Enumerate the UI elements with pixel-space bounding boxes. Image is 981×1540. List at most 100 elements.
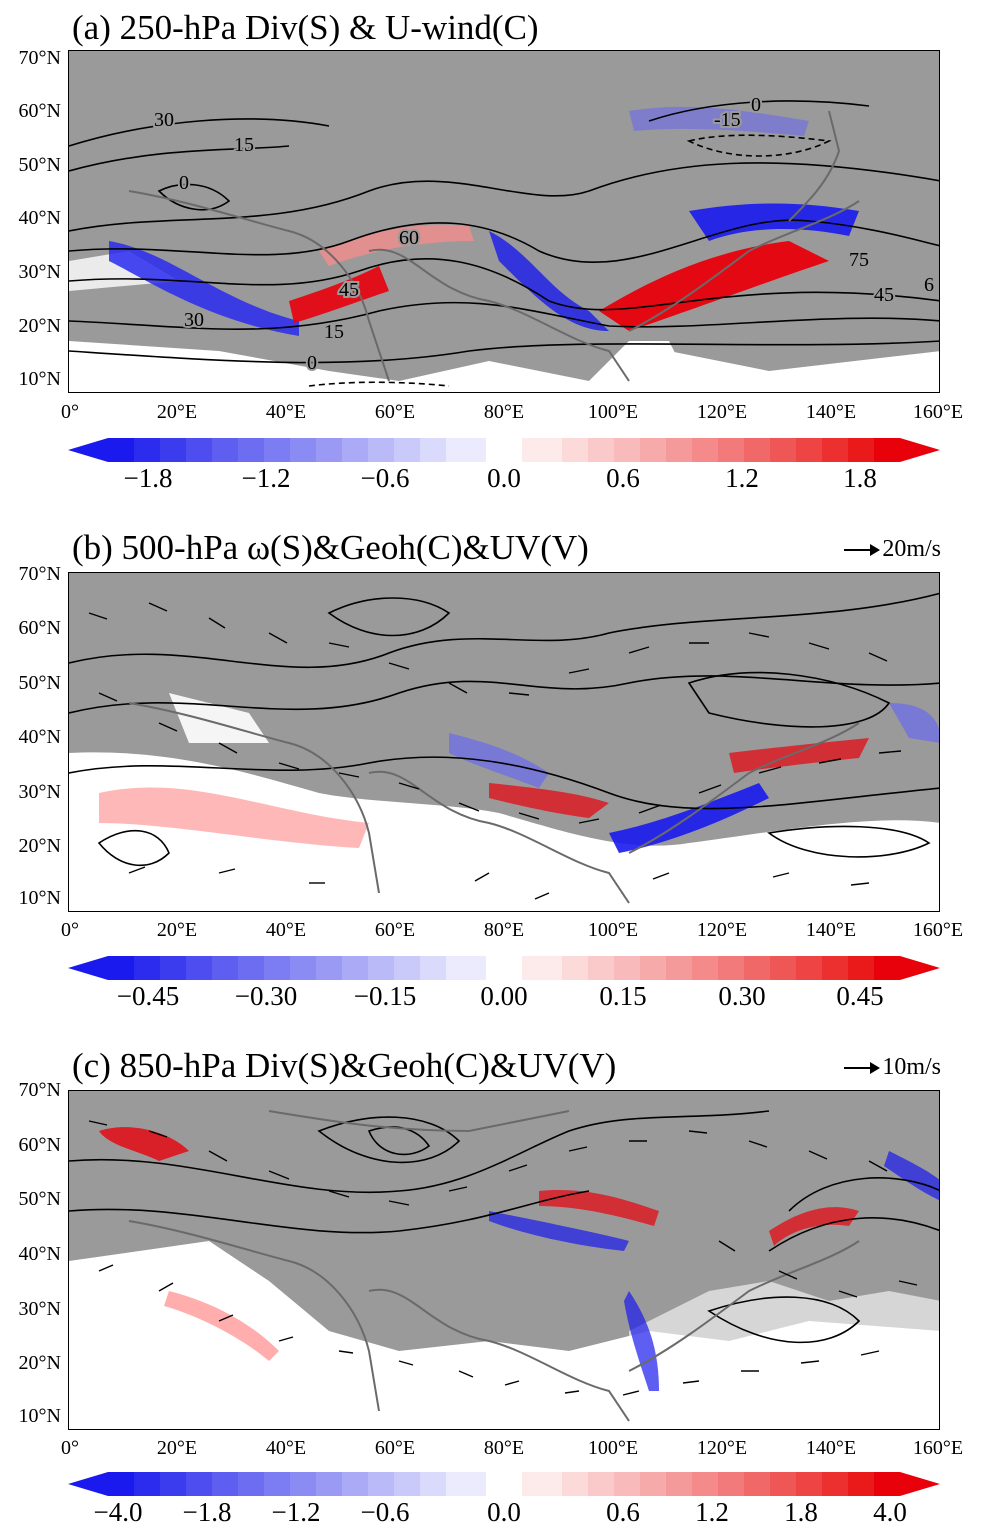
contour-label: 60	[399, 227, 419, 249]
panel-a: (a) 250-hPa Div(S) & U-wind(C)	[0, 0, 981, 500]
lat-label: 70°N	[18, 1079, 61, 1101]
colorbar-tick: 4.0	[873, 1497, 907, 1527]
lat-label: 10°N	[18, 368, 61, 390]
colorbar-tick: −0.30	[234, 981, 298, 1011]
lat-label: 30°N	[18, 1298, 61, 1320]
lon-label: 100°E	[587, 401, 639, 423]
colorbar-tick: 0.0	[487, 1497, 521, 1527]
lat-label: 60°N	[18, 617, 61, 639]
lon-label: 20°E	[156, 919, 198, 941]
lon-label: 40°E	[265, 919, 307, 941]
arrow-icon	[844, 1061, 881, 1074]
contour-label: 6	[924, 274, 934, 296]
lon-label: 60°E	[374, 919, 416, 941]
panel-c-colorbar	[68, 1472, 940, 1496]
lat-label: 20°N	[18, 315, 61, 337]
colorbar-tick: 0.0	[487, 463, 521, 493]
colorbar-tick: −1.2	[241, 463, 291, 493]
lat-label: 60°N	[18, 100, 61, 122]
lon-label: 140°E	[805, 919, 857, 941]
colorbar-tick: 0.00	[480, 981, 528, 1011]
lat-label: 20°N	[18, 1352, 61, 1374]
contour-label: 0	[307, 352, 317, 374]
panel-a-colorbar	[68, 438, 940, 462]
lon-label: 0°	[61, 919, 79, 941]
lon-label: 40°E	[265, 401, 307, 423]
lat-label: 40°N	[18, 207, 61, 229]
lon-label: 100°E	[587, 1437, 639, 1459]
lon-label: 0°	[61, 401, 79, 423]
colorbar-tick: −0.6	[360, 463, 410, 493]
colorbar-tick: 1.2	[695, 1497, 729, 1527]
colorbar-tick: −0.6	[360, 1497, 410, 1527]
contour-label: 15	[324, 321, 344, 343]
lon-label: 20°E	[156, 1437, 198, 1459]
lon-label: 160°E	[912, 1437, 964, 1459]
panel-c-title: (c) 850-hPa Div(S)&Geoh(C)&UV(V)	[72, 1046, 617, 1085]
panel-b: (b) 500-hPa ω(S)&Geoh(C)&UV(V) 20m/s	[0, 522, 981, 1022]
lon-label: 140°E	[805, 401, 857, 423]
colorbar-tick: 0.30	[718, 981, 766, 1011]
colorbar-tick: 1.2	[725, 463, 759, 493]
panel-b-reference-vector-label: 20m/s	[882, 536, 941, 562]
lon-label: 80°E	[483, 401, 525, 423]
colorbar-tick: −1.2	[271, 1497, 321, 1527]
colorbar-tick: 0.6	[606, 1497, 640, 1527]
colorbar-tick: 0.45	[836, 981, 884, 1011]
panel-c-map-svg	[69, 1091, 939, 1429]
contour-label: 45	[874, 284, 894, 306]
contour-label: 30	[184, 309, 204, 331]
lat-label: 40°N	[18, 726, 61, 748]
colorbar-tick: 0.15	[599, 981, 647, 1011]
lon-label: 80°E	[483, 1437, 525, 1459]
lat-label: 70°N	[18, 563, 61, 585]
panel-b-title: (b) 500-hPa ω(S)&Geoh(C)&UV(V)	[72, 528, 589, 567]
lon-label: 0°	[61, 1437, 79, 1459]
lon-label: 20°E	[156, 401, 198, 423]
lat-label: 30°N	[18, 781, 61, 803]
lon-label: 60°E	[374, 401, 416, 423]
lat-label: 30°N	[18, 261, 61, 283]
contour-label: 30	[154, 109, 174, 131]
colorbar-tick: −1.8	[182, 1497, 232, 1527]
lat-label: 50°N	[18, 154, 61, 176]
lat-label: 50°N	[18, 672, 61, 694]
colorbar-tick: 0.6	[606, 463, 640, 493]
panel-c: (c) 850-hPa Div(S)&Geoh(C)&UV(V) 10m/s	[0, 1040, 981, 1540]
contour-label: 75	[849, 249, 869, 271]
colorbar-tick: −0.45	[116, 981, 180, 1011]
colorbar-tick: −4.0	[93, 1497, 143, 1527]
lat-label: 20°N	[18, 835, 61, 857]
lon-label: 160°E	[912, 919, 964, 941]
panel-c-wind-vectors	[88, 1120, 918, 1396]
panel-b-colorbar	[68, 956, 940, 980]
lat-label: 40°N	[18, 1243, 61, 1265]
colorbar-tick: 1.8	[843, 463, 877, 493]
panel-a-title: (a) 250-hPa Div(S) & U-wind(C)	[72, 8, 539, 47]
lat-label: 70°N	[18, 47, 61, 69]
panel-c-reference-vector-label: 10m/s	[882, 1054, 941, 1080]
lon-label: 120°E	[696, 401, 748, 423]
contour-label: 0	[751, 94, 761, 116]
lat-label: 50°N	[18, 1188, 61, 1210]
contour-label: 15	[234, 134, 254, 156]
lon-label: 120°E	[696, 919, 748, 941]
arrow-icon	[844, 543, 881, 556]
lat-label: 10°N	[18, 1405, 61, 1427]
contour-label: -15	[714, 109, 741, 131]
panel-b-map	[68, 572, 940, 912]
panel-a-map-svg: 30 15 0 60 45 30 15 0 -15 0 75 6 45	[69, 51, 939, 392]
lat-label: 60°N	[18, 1134, 61, 1156]
contour-label: 45	[339, 279, 359, 301]
panel-c-reference-vector: 10m/s	[844, 1054, 941, 1081]
lat-label: 10°N	[18, 887, 61, 909]
panel-a-map: 30 15 0 60 45 30 15 0 -15 0 75 6 45	[68, 50, 940, 393]
lon-label: 60°E	[374, 1437, 416, 1459]
colorbar-tick: −0.15	[353, 981, 417, 1011]
lon-label: 80°E	[483, 919, 525, 941]
panel-b-reference-vector: 20m/s	[844, 536, 941, 563]
contour-label: 0	[179, 172, 189, 194]
colorbar-tick: −1.8	[123, 463, 173, 493]
lon-label: 100°E	[587, 919, 639, 941]
panel-c-map	[68, 1090, 940, 1430]
